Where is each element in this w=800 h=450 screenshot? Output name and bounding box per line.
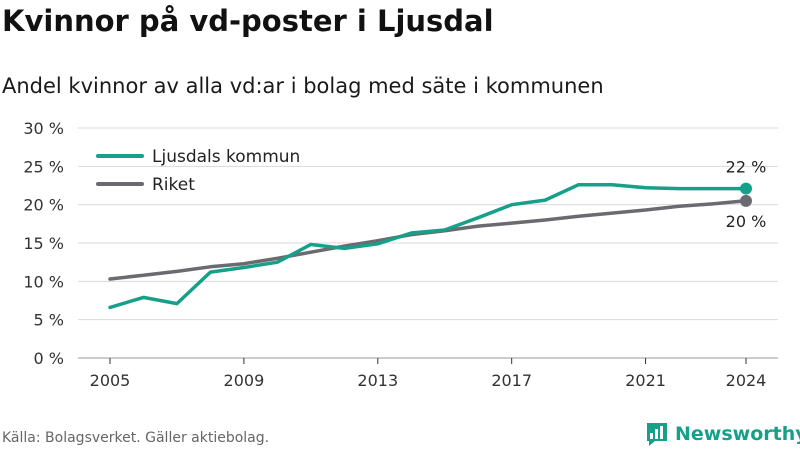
y-tick-label: 25 % [23, 157, 64, 176]
x-tick-label: 2005 [90, 371, 131, 390]
y-tick-label: 30 % [23, 119, 64, 138]
x-tick-label: 2009 [224, 371, 265, 390]
y-tick-label: 20 % [23, 196, 64, 215]
x-tick-label: 2024 [726, 371, 767, 390]
x-tick-label: 2013 [357, 371, 398, 390]
y-tick-label: 10 % [23, 272, 64, 291]
source-note: Källa: Bolagsverket. Gäller aktiebolag. [2, 430, 270, 446]
x-tick-label: 2017 [491, 371, 532, 390]
series-line-riket [108, 199, 748, 281]
end-marker-riket [740, 194, 752, 207]
newsworthy-logo: Newsworthy [645, 421, 800, 447]
y-tick-label: 0 % [34, 349, 64, 368]
newsworthy-logo-icon [647, 423, 667, 446]
series-line-ljusdal [108, 182, 748, 310]
x-tick-label: 2021 [625, 371, 666, 390]
newsworthy-logo-text: Newsworthy [675, 423, 800, 445]
y-tick-label: 5 % [34, 311, 64, 330]
legend-label: Riket [152, 175, 195, 195]
end-marker-ljusdal [740, 182, 752, 195]
y-tick-label: 15 % [23, 234, 64, 253]
chart-title: Kvinnor på vd-poster i Ljusdal [2, 4, 494, 38]
legend-label: Ljusdals kommun [152, 147, 300, 167]
end-label-ljusdal: 22 % [726, 158, 767, 177]
end-label-riket: 20 % [726, 212, 767, 231]
chart-subtitle: Andel kvinnor av alla vd:ar i bolag med … [2, 74, 604, 98]
